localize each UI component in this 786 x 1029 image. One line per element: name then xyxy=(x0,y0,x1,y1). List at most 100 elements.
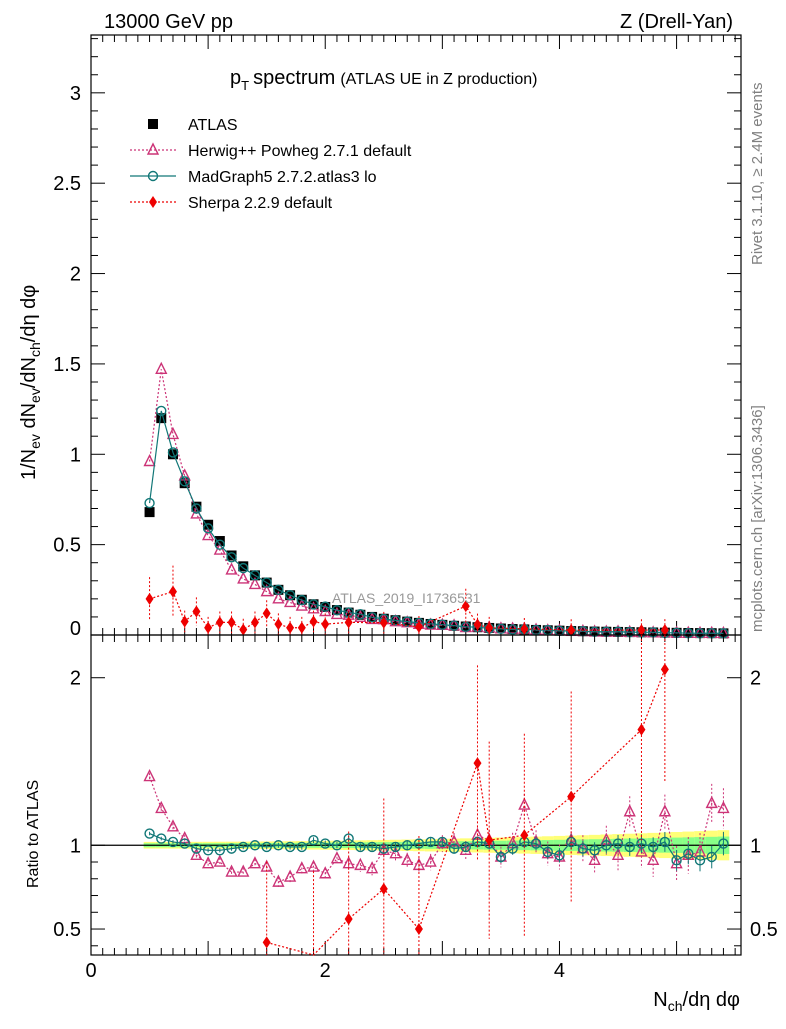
herwig-point xyxy=(248,576,262,590)
madgraph-point xyxy=(273,584,284,596)
ratio-ytick-labels: 0.5 0.5 1 1 2 2 xyxy=(53,668,778,941)
main-ytick-label: 0 xyxy=(70,618,81,640)
sherpa-point xyxy=(309,615,318,628)
madgraph-ratio-point xyxy=(191,843,202,854)
sherpa-point xyxy=(485,621,494,634)
madgraph-point xyxy=(284,590,296,601)
herwig-ratio-point xyxy=(272,874,285,887)
atlas-point xyxy=(214,536,225,547)
madgraph-point xyxy=(507,624,518,635)
analysis-watermark: ATLAS_2019_I1736531 xyxy=(332,590,481,606)
madgraph-ratio-point xyxy=(390,841,401,853)
main-ytick-label: 2.5 xyxy=(53,173,81,195)
main-panel: 0 0.5 1 1.5 2 2.5 3 pT spectrum (ATLAS UE in Z p… xyxy=(53,34,742,640)
atlas-point xyxy=(156,413,167,424)
herwig-point xyxy=(365,611,379,625)
herwig-ratio-point xyxy=(518,797,531,810)
madgraph-point xyxy=(214,539,226,550)
madgraph-ratio-point xyxy=(402,840,413,851)
atlas-point xyxy=(167,449,178,460)
herwig-point xyxy=(354,609,367,622)
herwig-ratio-point xyxy=(705,795,718,809)
main-ytick-label: 2 xyxy=(70,264,81,286)
sherpa-point xyxy=(660,623,669,636)
sherpa-point xyxy=(262,607,271,620)
madgraph-point xyxy=(320,601,331,612)
atlas-point xyxy=(144,507,155,518)
herwig-point xyxy=(237,571,250,584)
madgraph-ratio-point xyxy=(156,833,167,844)
sherpa-point xyxy=(344,616,353,629)
x-axis-label: Nch/dη dφ xyxy=(653,989,740,1014)
herwig-ratio-point xyxy=(155,800,168,814)
herwig-ratio-point xyxy=(213,854,226,867)
madgraph-ratio-point xyxy=(671,855,682,866)
herwig-ratio-point xyxy=(248,856,262,869)
title-extra: (ATLAS UE in Z production) xyxy=(340,71,537,88)
madgraph-ratio-line xyxy=(149,832,724,862)
sherpa-ratio-point xyxy=(262,936,271,949)
sherpa-ratio-point xyxy=(660,663,669,676)
sherpa-point xyxy=(180,615,189,628)
title-main: p xyxy=(230,67,241,89)
sherpa-point xyxy=(204,621,213,634)
madgraph-ratio-point xyxy=(683,848,694,859)
sherpa-ratio-point xyxy=(485,834,494,847)
herwig-ratio-point xyxy=(588,852,601,866)
sherpa-ratio-point xyxy=(637,723,646,736)
herwig-ratio-point xyxy=(330,851,344,864)
herwig-ratio-point xyxy=(201,856,215,869)
ratio-ytick-label-right: 2 xyxy=(750,668,761,690)
mcplots-label: mcplots.cern.ch [arXiv:1306.3436] xyxy=(749,405,766,632)
herwig-point xyxy=(201,528,215,541)
atlas-point xyxy=(179,478,190,489)
madgraph-ratio-point xyxy=(554,850,565,861)
ratio-frame xyxy=(90,634,742,956)
xtick-label: 2 xyxy=(320,960,331,982)
herwig-ratio-point xyxy=(459,842,472,855)
madgraph-ratio-point xyxy=(167,836,179,848)
xtick-labels: 0 2 4 xyxy=(85,960,565,982)
madgraph-point xyxy=(308,599,319,610)
madgraph-point xyxy=(366,612,378,623)
madgraph-ratio-point xyxy=(202,845,214,856)
herwig-ratio-point xyxy=(647,852,660,866)
sherpa-point xyxy=(414,620,423,633)
madgraph-ratio-point xyxy=(706,851,717,863)
energy-label: 13000 GeV pp xyxy=(104,11,233,33)
herwig-ratio-point xyxy=(283,869,297,882)
madgraph-point xyxy=(179,476,190,487)
sherpa-point xyxy=(321,618,330,631)
title-rest: spectrum xyxy=(253,67,335,89)
herwig-ratio-point xyxy=(377,842,390,855)
madgraph-ratio-point xyxy=(355,841,366,853)
madgraph-point xyxy=(402,616,413,627)
madgraph-ratio-point xyxy=(542,846,553,858)
ratio-series xyxy=(143,635,730,956)
sherpa-ratio-point xyxy=(473,757,482,770)
madgraph-ratio-point xyxy=(284,841,296,853)
herwig-point xyxy=(225,562,238,575)
madgraph-ratio-point xyxy=(238,841,249,853)
legend-atlas-marker xyxy=(148,119,158,129)
madgraph-ratio-point xyxy=(530,838,542,849)
madgraph-ratio-point xyxy=(495,851,507,863)
madgraph-ratio-point xyxy=(343,833,354,844)
legend-sherpa-label: Sherpa 2.2.9 default xyxy=(188,195,333,212)
legend-herwig-label: Herwig++ Powheg 2.7.1 default xyxy=(188,143,412,160)
herwig-point xyxy=(295,598,308,611)
madgraph-ratio-point xyxy=(320,838,331,849)
madgraph-ratio-point xyxy=(273,840,284,851)
madgraph-ratio-point xyxy=(460,841,471,853)
madgraph-point xyxy=(437,619,448,630)
herwig-ratio-point xyxy=(436,836,449,849)
madgraph-ratio-point xyxy=(331,840,343,851)
madgraph-ratio-point xyxy=(261,841,272,853)
sherpa-point xyxy=(250,616,259,629)
madgraph-ratio-point xyxy=(612,838,624,849)
herwig-ratio-point xyxy=(319,866,332,879)
madgraph-ratio-point xyxy=(647,841,659,853)
sherpa-point xyxy=(227,616,236,629)
ratio-ytick-label-right: 0.5 xyxy=(750,919,778,941)
sherpa-point xyxy=(145,592,154,605)
